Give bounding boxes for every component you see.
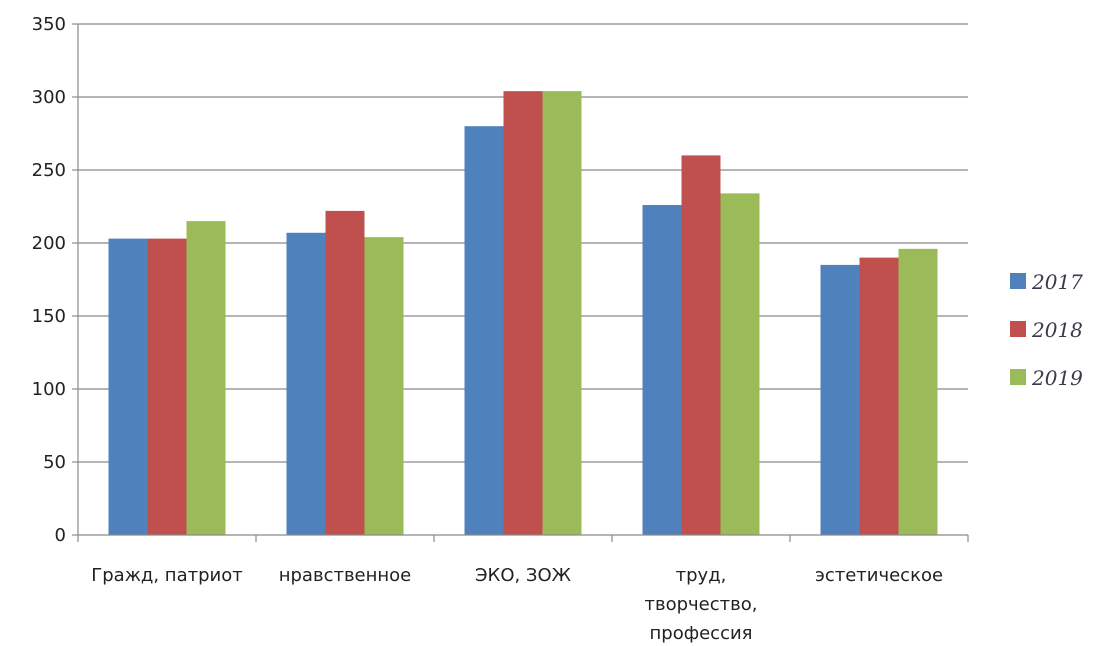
y-tick-label: 250 <box>32 160 66 181</box>
y-tick-label: 150 <box>32 306 66 327</box>
bar-2019-2 <box>542 91 582 535</box>
y-tick-label: 300 <box>32 87 66 108</box>
legend-swatch-2019 <box>1010 369 1026 385</box>
bars <box>108 91 938 536</box>
x-tick-label: ЭКО, ЗОЖ <box>475 565 572 586</box>
y-tick-labels: 0 50 100 150 200 250 300 350 <box>32 14 66 546</box>
bar-2018-1 <box>325 210 365 535</box>
y-tick-label: 0 <box>55 525 66 546</box>
x-tick-label: труд, творчество, профессия <box>645 565 758 644</box>
bar-2019-3 <box>720 193 760 536</box>
axes <box>72 23 969 542</box>
y-tick-label: 200 <box>32 233 66 254</box>
bar-2018-0 <box>147 238 187 535</box>
bar-2019-4 <box>898 248 938 535</box>
legend-label-2018: 2018 <box>1031 318 1083 342</box>
y-tick-label: 100 <box>32 379 66 400</box>
bar-2018-4 <box>859 257 899 535</box>
x-tick-label: Гражд, патриот <box>91 565 242 586</box>
bar-2019-1 <box>364 237 404 535</box>
bar-2019-0 <box>186 221 226 535</box>
x-tick-labels: Гражд, патриот нравственное ЭКО, ЗОЖ труд, т… <box>91 565 943 644</box>
bar-2017-0 <box>108 238 148 535</box>
bar-2017-3 <box>642 205 682 536</box>
legend-swatch-2017 <box>1010 273 1026 289</box>
legend-label-2017: 2017 <box>1031 270 1083 294</box>
y-tick-label: 350 <box>32 14 66 35</box>
x-tick-label: эстетическое <box>815 565 943 586</box>
bar-2017-2 <box>464 126 504 535</box>
y-tick-label: 50 <box>43 452 66 473</box>
bar-2018-3 <box>681 155 721 535</box>
legend-label-2019: 2019 <box>1031 366 1083 390</box>
legend-swatch-2018 <box>1010 321 1026 337</box>
bar-2017-1 <box>286 232 326 535</box>
bar-2017-4 <box>820 264 860 535</box>
x-tick-label: нравственное <box>279 565 412 586</box>
bar-2018-2 <box>503 91 543 535</box>
legend: 2017 2018 2019 <box>1010 270 1083 390</box>
